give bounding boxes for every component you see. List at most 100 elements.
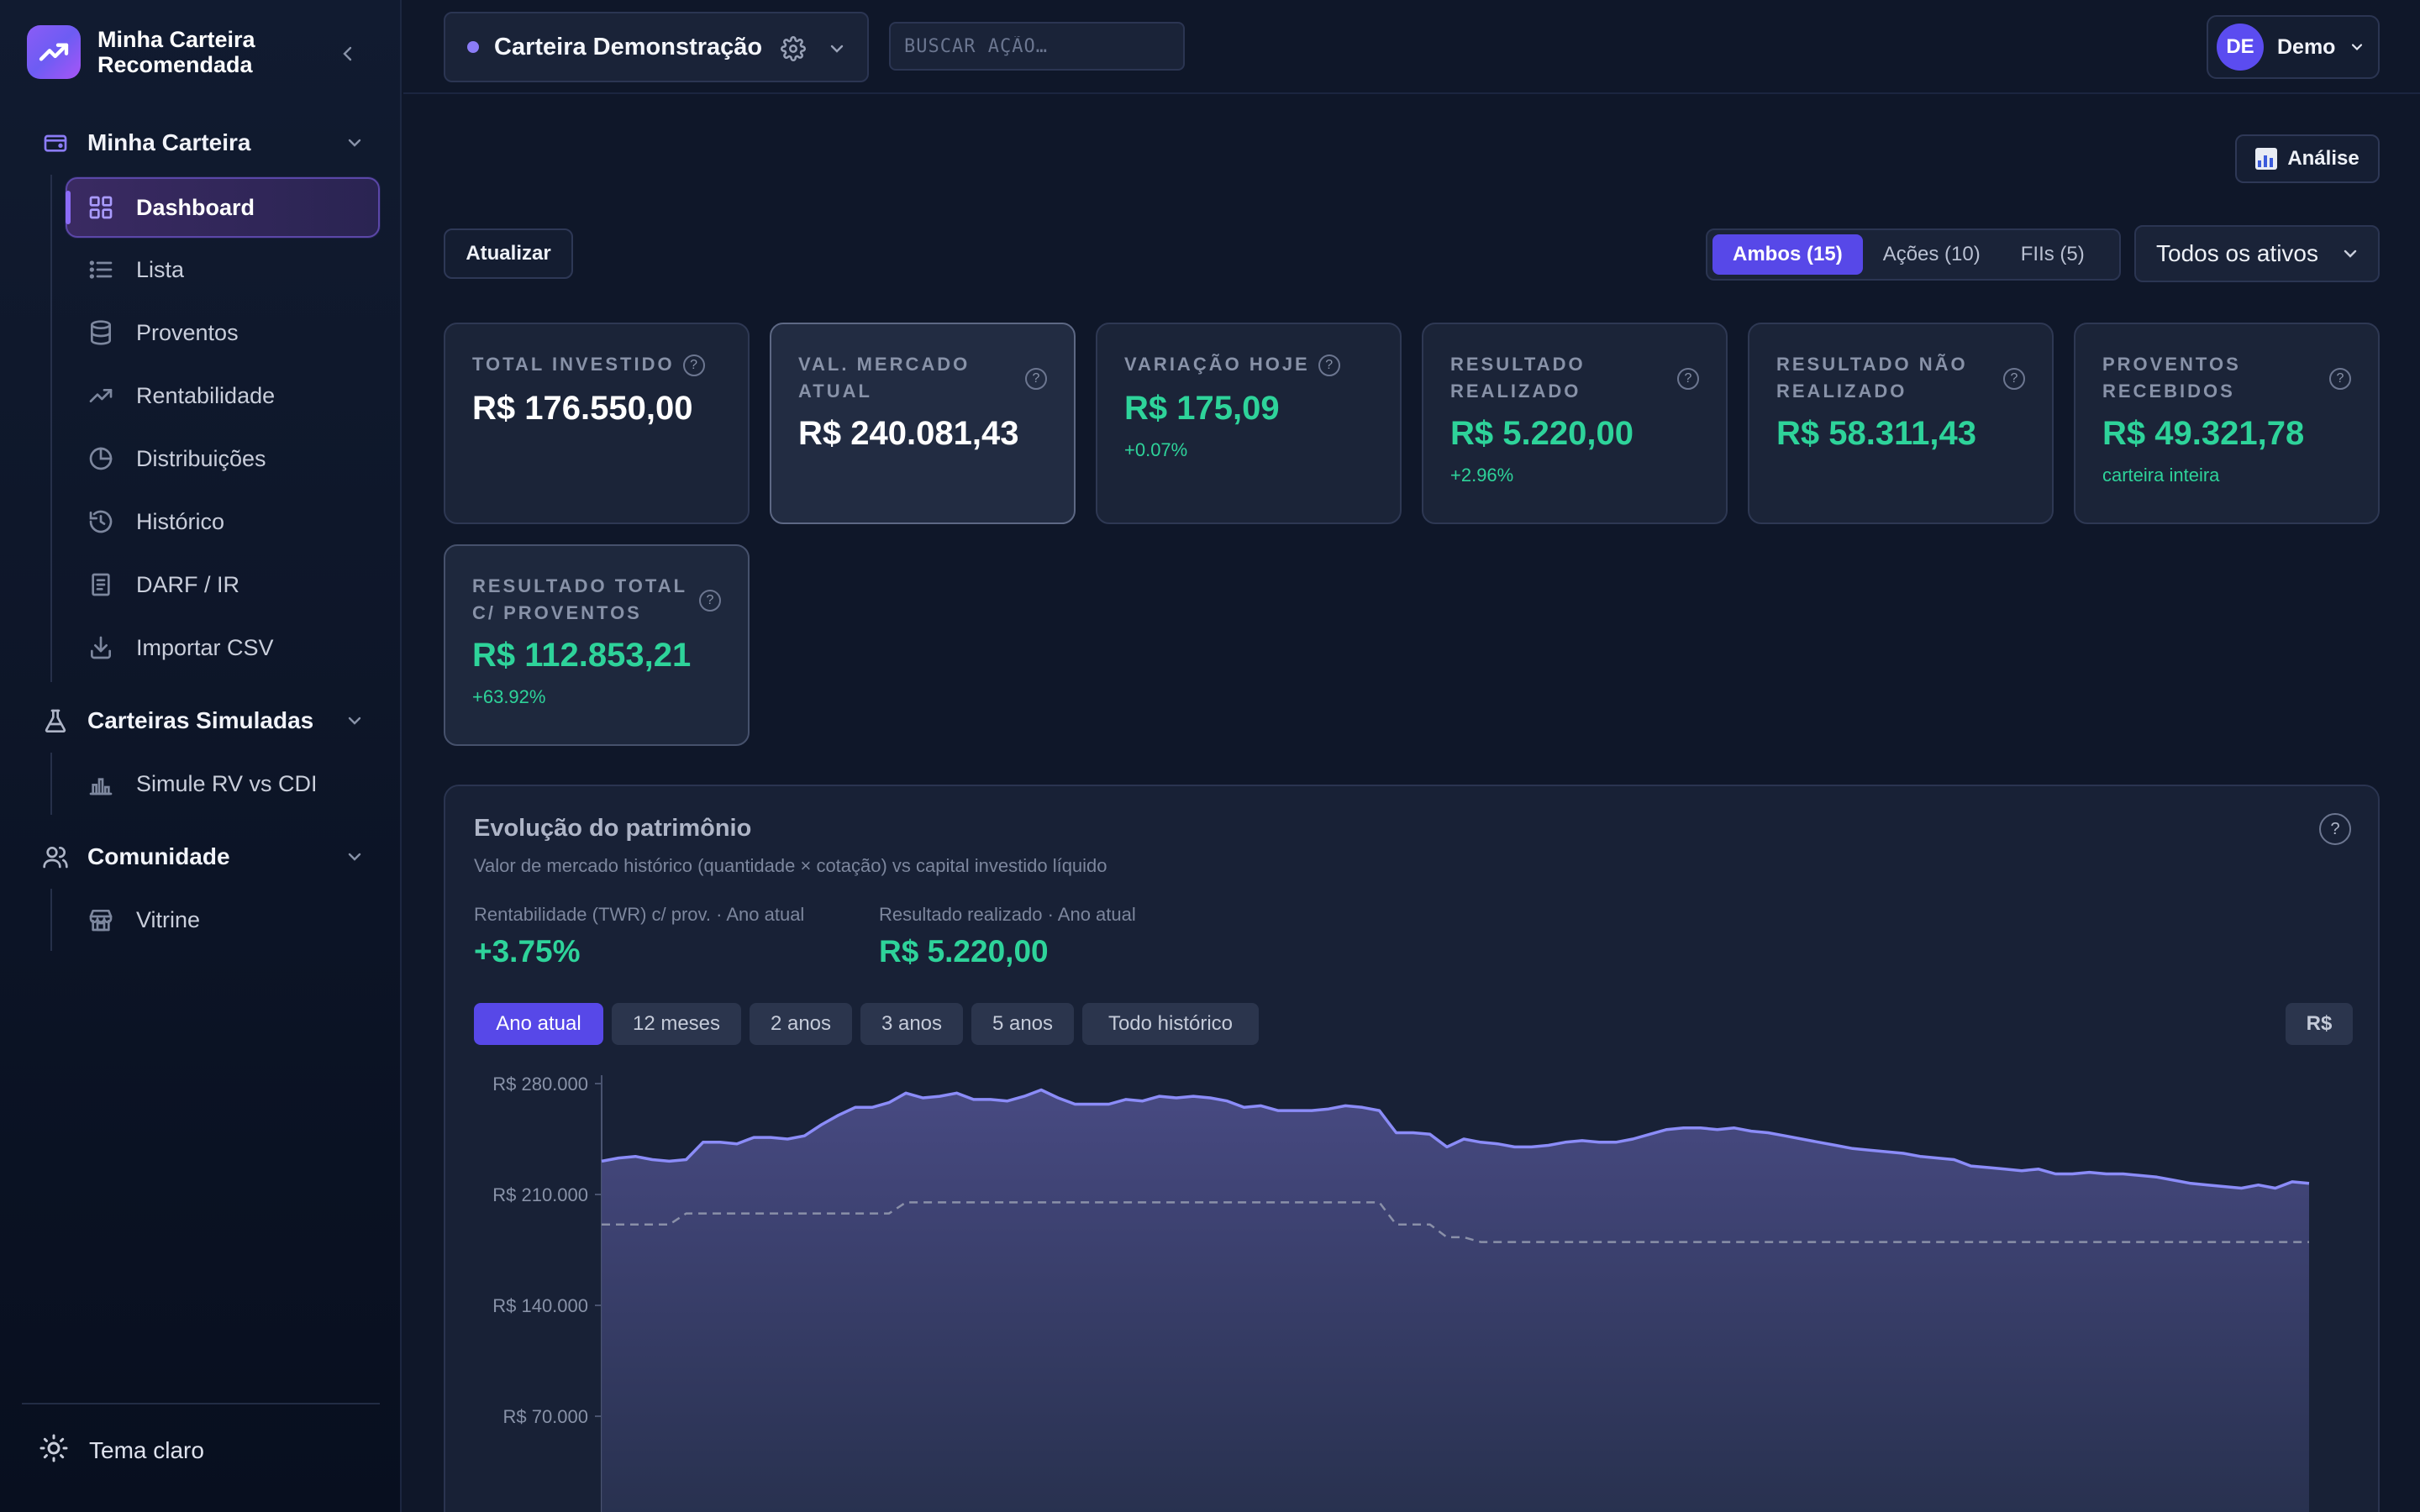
wallet-name: Carteira Demonstração — [494, 33, 763, 60]
tree-line — [50, 753, 52, 815]
wallet-icon — [40, 128, 71, 158]
users-icon — [40, 842, 71, 872]
kpi-total-investido: Total investido ? R$ 176.550,00 — [444, 323, 750, 524]
stat-value: R$ 5.220,00 — [879, 934, 1049, 969]
y-tick-label: R$ 210.000 — [492, 1184, 588, 1205]
sidebar-item-label: Histórico — [136, 508, 225, 534]
stat-value: +3.75% — [474, 934, 581, 969]
analise-label: Análise — [2287, 147, 2360, 170]
currency-toggle-button[interactable]: R$ — [2286, 1003, 2353, 1045]
section-label: Minha Carteira — [87, 129, 251, 155]
section-carteiras-simuladas[interactable]: Carteiras Simuladas — [40, 702, 368, 739]
section-minha-carteira[interactable]: Minha Carteira — [40, 124, 368, 161]
sidebar-item-label: Importar CSV — [136, 634, 274, 660]
help-icon[interactable]: ? — [682, 354, 705, 376]
segment-acoes[interactable]: Ações (10) — [1882, 243, 1981, 265]
kpi-value: R$ 175,09 — [1124, 390, 1280, 427]
trending-up-logo-icon — [27, 25, 81, 79]
sidebar-item-label: Proventos — [136, 319, 239, 345]
database-icon — [86, 318, 116, 348]
download-icon — [86, 633, 116, 663]
sidebar: Minha Carteira Recomendada Minha Carteir… — [0, 0, 402, 1512]
sidebar-item-dashboard[interactable]: Dashboard — [66, 177, 380, 238]
sidebar-item-label: Dashboard — [136, 194, 255, 220]
help-icon[interactable]: ? — [1025, 368, 1047, 390]
stat-label: Rentabilidade (TWR) c/ prov. · Ano atual — [474, 904, 805, 925]
kpi-change: +0.07% — [1124, 439, 1188, 460]
section-label: Comunidade — [87, 843, 230, 869]
kpi-resultado-total: Resultado total c/ proventos ? R$ 112.85… — [444, 544, 750, 746]
help-icon[interactable]: ? — [1677, 368, 1699, 390]
help-icon[interactable]: ? — [2329, 368, 2351, 390]
sidebar-item-label: Rentabilidade — [136, 382, 276, 408]
chevron-left-icon — [343, 46, 352, 61]
history-icon — [86, 507, 116, 537]
kpi-value: R$ 176.550,00 — [472, 390, 693, 427]
kpi-label: Resultado realizado — [1450, 354, 1586, 402]
range-2-anos[interactable]: 2 anos — [750, 1003, 852, 1045]
kpi-value: R$ 5.220,00 — [1450, 415, 1634, 452]
sidebar-item-distribuicoes[interactable]: Distribuições — [67, 431, 380, 486]
invested-capital-line — [602, 1201, 2309, 1243]
range-3-anos[interactable]: 3 anos — [860, 1003, 963, 1045]
tree-line — [50, 175, 52, 682]
kpi-proventos-recebidos: Proventos recebidos ? R$ 49.321,78 carte… — [2074, 323, 2380, 524]
sidebar-item-proventos[interactable]: Proventos — [67, 305, 380, 360]
range-ano-atual[interactable]: Ano atual — [474, 1003, 603, 1045]
sun-icon — [39, 1433, 69, 1467]
section-comunidade[interactable]: Comunidade — [40, 838, 368, 875]
sidebar-item-historico[interactable]: Histórico — [67, 494, 380, 549]
assets-filter-value: Todos os ativos — [2156, 240, 2318, 266]
range-todo-historico[interactable]: Todo histórico — [1082, 1003, 1259, 1045]
kpi-value: R$ 240.081,43 — [798, 415, 1019, 452]
search-input[interactable] — [889, 22, 1185, 71]
theme-toggle[interactable]: Tema claro — [39, 1433, 204, 1467]
stat-resultado-realizado: Resultado realizado · Ano atual R$ 5.220… — [879, 904, 1136, 969]
atualizar-button[interactable]: Atualizar — [444, 228, 573, 279]
sidebar-item-rentabilidade[interactable]: Rentabilidade — [67, 368, 380, 423]
patrimonio-panel: Evolução do patrimônio Valor de mercado … — [444, 785, 2380, 1512]
market-value-line — [601, 1088, 2310, 1190]
wallet-select[interactable]: Carteira Demonstração — [444, 12, 869, 82]
gear-icon[interactable] — [778, 34, 808, 64]
analise-button[interactable]: Análise — [2235, 134, 2380, 183]
user-menu[interactable]: DE Demo — [2207, 15, 2380, 79]
help-icon[interactable]: ? — [2003, 368, 2025, 390]
range-12-meses[interactable]: 12 meses — [612, 1003, 741, 1045]
kpi-label: Resultado total c/ proventos — [472, 575, 687, 623]
brand[interactable]: Minha Carteira Recomendada — [27, 25, 291, 79]
help-icon[interactable]: ? — [1318, 354, 1340, 376]
chevron-down-icon — [822, 34, 852, 64]
assets-filter-select[interactable]: Todos os ativos — [2134, 225, 2380, 282]
segment-fiis[interactable]: FIIs (5) — [2020, 243, 2085, 265]
sidebar-divider — [22, 1403, 380, 1404]
kpi-label: Total investido — [472, 354, 675, 375]
trending-up-icon — [86, 381, 116, 411]
chevron-down-icon — [341, 707, 368, 734]
kpi-value: R$ 49.321,78 — [2102, 415, 2305, 452]
avatar: DE — [2217, 24, 2264, 71]
store-icon — [86, 905, 116, 935]
kpi-note: carteira inteira — [2102, 465, 2220, 486]
sidebar-item-vitrine[interactable]: Vitrine — [67, 892, 380, 948]
patrimonio-chart: R$ 70.000 R$ 140.000 R$ 210.000 R$ 280.000 — [492, 1074, 2310, 1512]
kpi-value: R$ 112.853,21 — [472, 637, 692, 674]
sidebar-item-importar-csv[interactable]: Importar CSV — [67, 620, 380, 675]
sidebar-item-simule-rv-vs-cdi[interactable]: Simule RV vs CDI — [67, 756, 380, 811]
kpi-label: Variação hoje — [1124, 354, 1310, 375]
panel-title: Evolução do patrimônio — [474, 815, 752, 842]
sidebar-item-darf-ir[interactable]: DARF / IR — [67, 557, 380, 612]
chevron-down-icon — [2338, 241, 2363, 266]
kpi-val-mercado-atual: Val. mercado atual ? R$ 240.081,43 — [770, 323, 1076, 524]
sidebar-item-lista[interactable]: Lista — [67, 242, 380, 297]
chart-emoji-icon — [2255, 148, 2278, 170]
range-5-anos[interactable]: 5 anos — [971, 1003, 1074, 1045]
help-icon[interactable]: ? — [2319, 813, 2351, 845]
kpi-label: Resultado não realizado — [1776, 354, 1968, 402]
collapse-sidebar-button[interactable] — [334, 40, 361, 67]
help-icon[interactable]: ? — [699, 590, 721, 612]
flask-icon — [40, 706, 71, 736]
sidebar-item-label: Vitrine — [136, 906, 201, 932]
segment-ambos[interactable]: Ambos (15) — [1712, 234, 1863, 275]
list-icon — [86, 255, 116, 285]
